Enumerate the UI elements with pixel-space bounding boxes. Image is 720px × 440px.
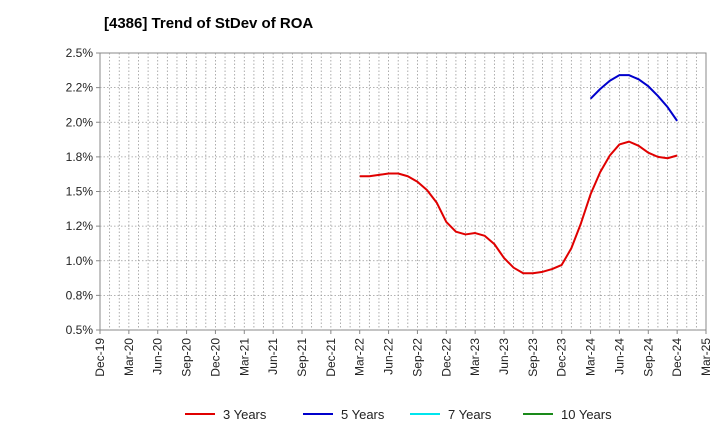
y-tick-label: 1.5%	[66, 185, 94, 199]
y-tick-label: 1.2%	[66, 219, 94, 233]
x-tick-label: Dec-23	[555, 338, 569, 377]
y-tick-label: 0.8%	[66, 288, 94, 302]
legend-label-5-years: 5 Years	[341, 407, 385, 422]
y-tick-label: 2.2%	[66, 81, 94, 95]
y-axis-ticks: 0.5% 0.8% 1.0% 1.2% 1.5% 1.8% 2.0% 2.2% 2.5%	[66, 46, 100, 337]
series-line-5-years	[589, 74, 678, 122]
x-tick-label: Mar-23	[468, 338, 482, 376]
x-axis-ticks: Dec-19 Mar-20 Jun-20 Sep-20 Dec-20 Mar-21 Jun-…	[93, 330, 713, 377]
y-tick-label: 1.8%	[66, 150, 94, 164]
x-tick-label: Dec-24	[670, 338, 684, 377]
grid-lines	[100, 53, 706, 330]
x-tick-label: Dec-20	[208, 338, 222, 377]
x-tick-label: Mar-25	[699, 338, 713, 376]
x-tick-label: Sep-23	[526, 338, 540, 377]
x-tick-label: Jun-21	[266, 338, 280, 375]
series-line-3-years	[359, 140, 678, 275]
legend: 3 Years 5 Years 7 Years 10 Years	[185, 407, 612, 422]
x-tick-label: Mar-22	[353, 338, 367, 376]
x-tick-label: Sep-22	[410, 338, 424, 377]
legend-label-10-years: 10 Years	[561, 407, 612, 422]
series-lines	[359, 74, 678, 275]
x-tick-label: Dec-21	[324, 338, 338, 377]
y-tick-label: 0.5%	[66, 323, 94, 337]
x-tick-label: Dec-19	[93, 338, 107, 377]
x-tick-label: Sep-21	[295, 338, 309, 377]
x-tick-label: Jun-23	[497, 338, 511, 375]
x-tick-label: Jun-22	[382, 338, 396, 375]
x-tick-label: Dec-22	[439, 338, 453, 377]
x-tick-label: Sep-20	[180, 338, 194, 377]
x-tick-label: Mar-24	[584, 338, 598, 376]
x-tick-label: Jun-24	[612, 338, 626, 375]
x-tick-label: Mar-21	[237, 338, 251, 376]
chart-title: [4386] Trend of StDev of ROA	[104, 15, 314, 32]
x-tick-label: Mar-20	[122, 338, 136, 376]
legend-label-3-years: 3 Years	[223, 407, 267, 422]
y-tick-label: 2.5%	[66, 46, 94, 60]
x-tick-label: Jun-20	[151, 338, 165, 375]
y-tick-label: 2.0%	[66, 115, 94, 129]
legend-label-7-years: 7 Years	[448, 407, 492, 422]
x-tick-label: Sep-24	[641, 338, 655, 377]
y-tick-label: 1.0%	[66, 254, 94, 268]
